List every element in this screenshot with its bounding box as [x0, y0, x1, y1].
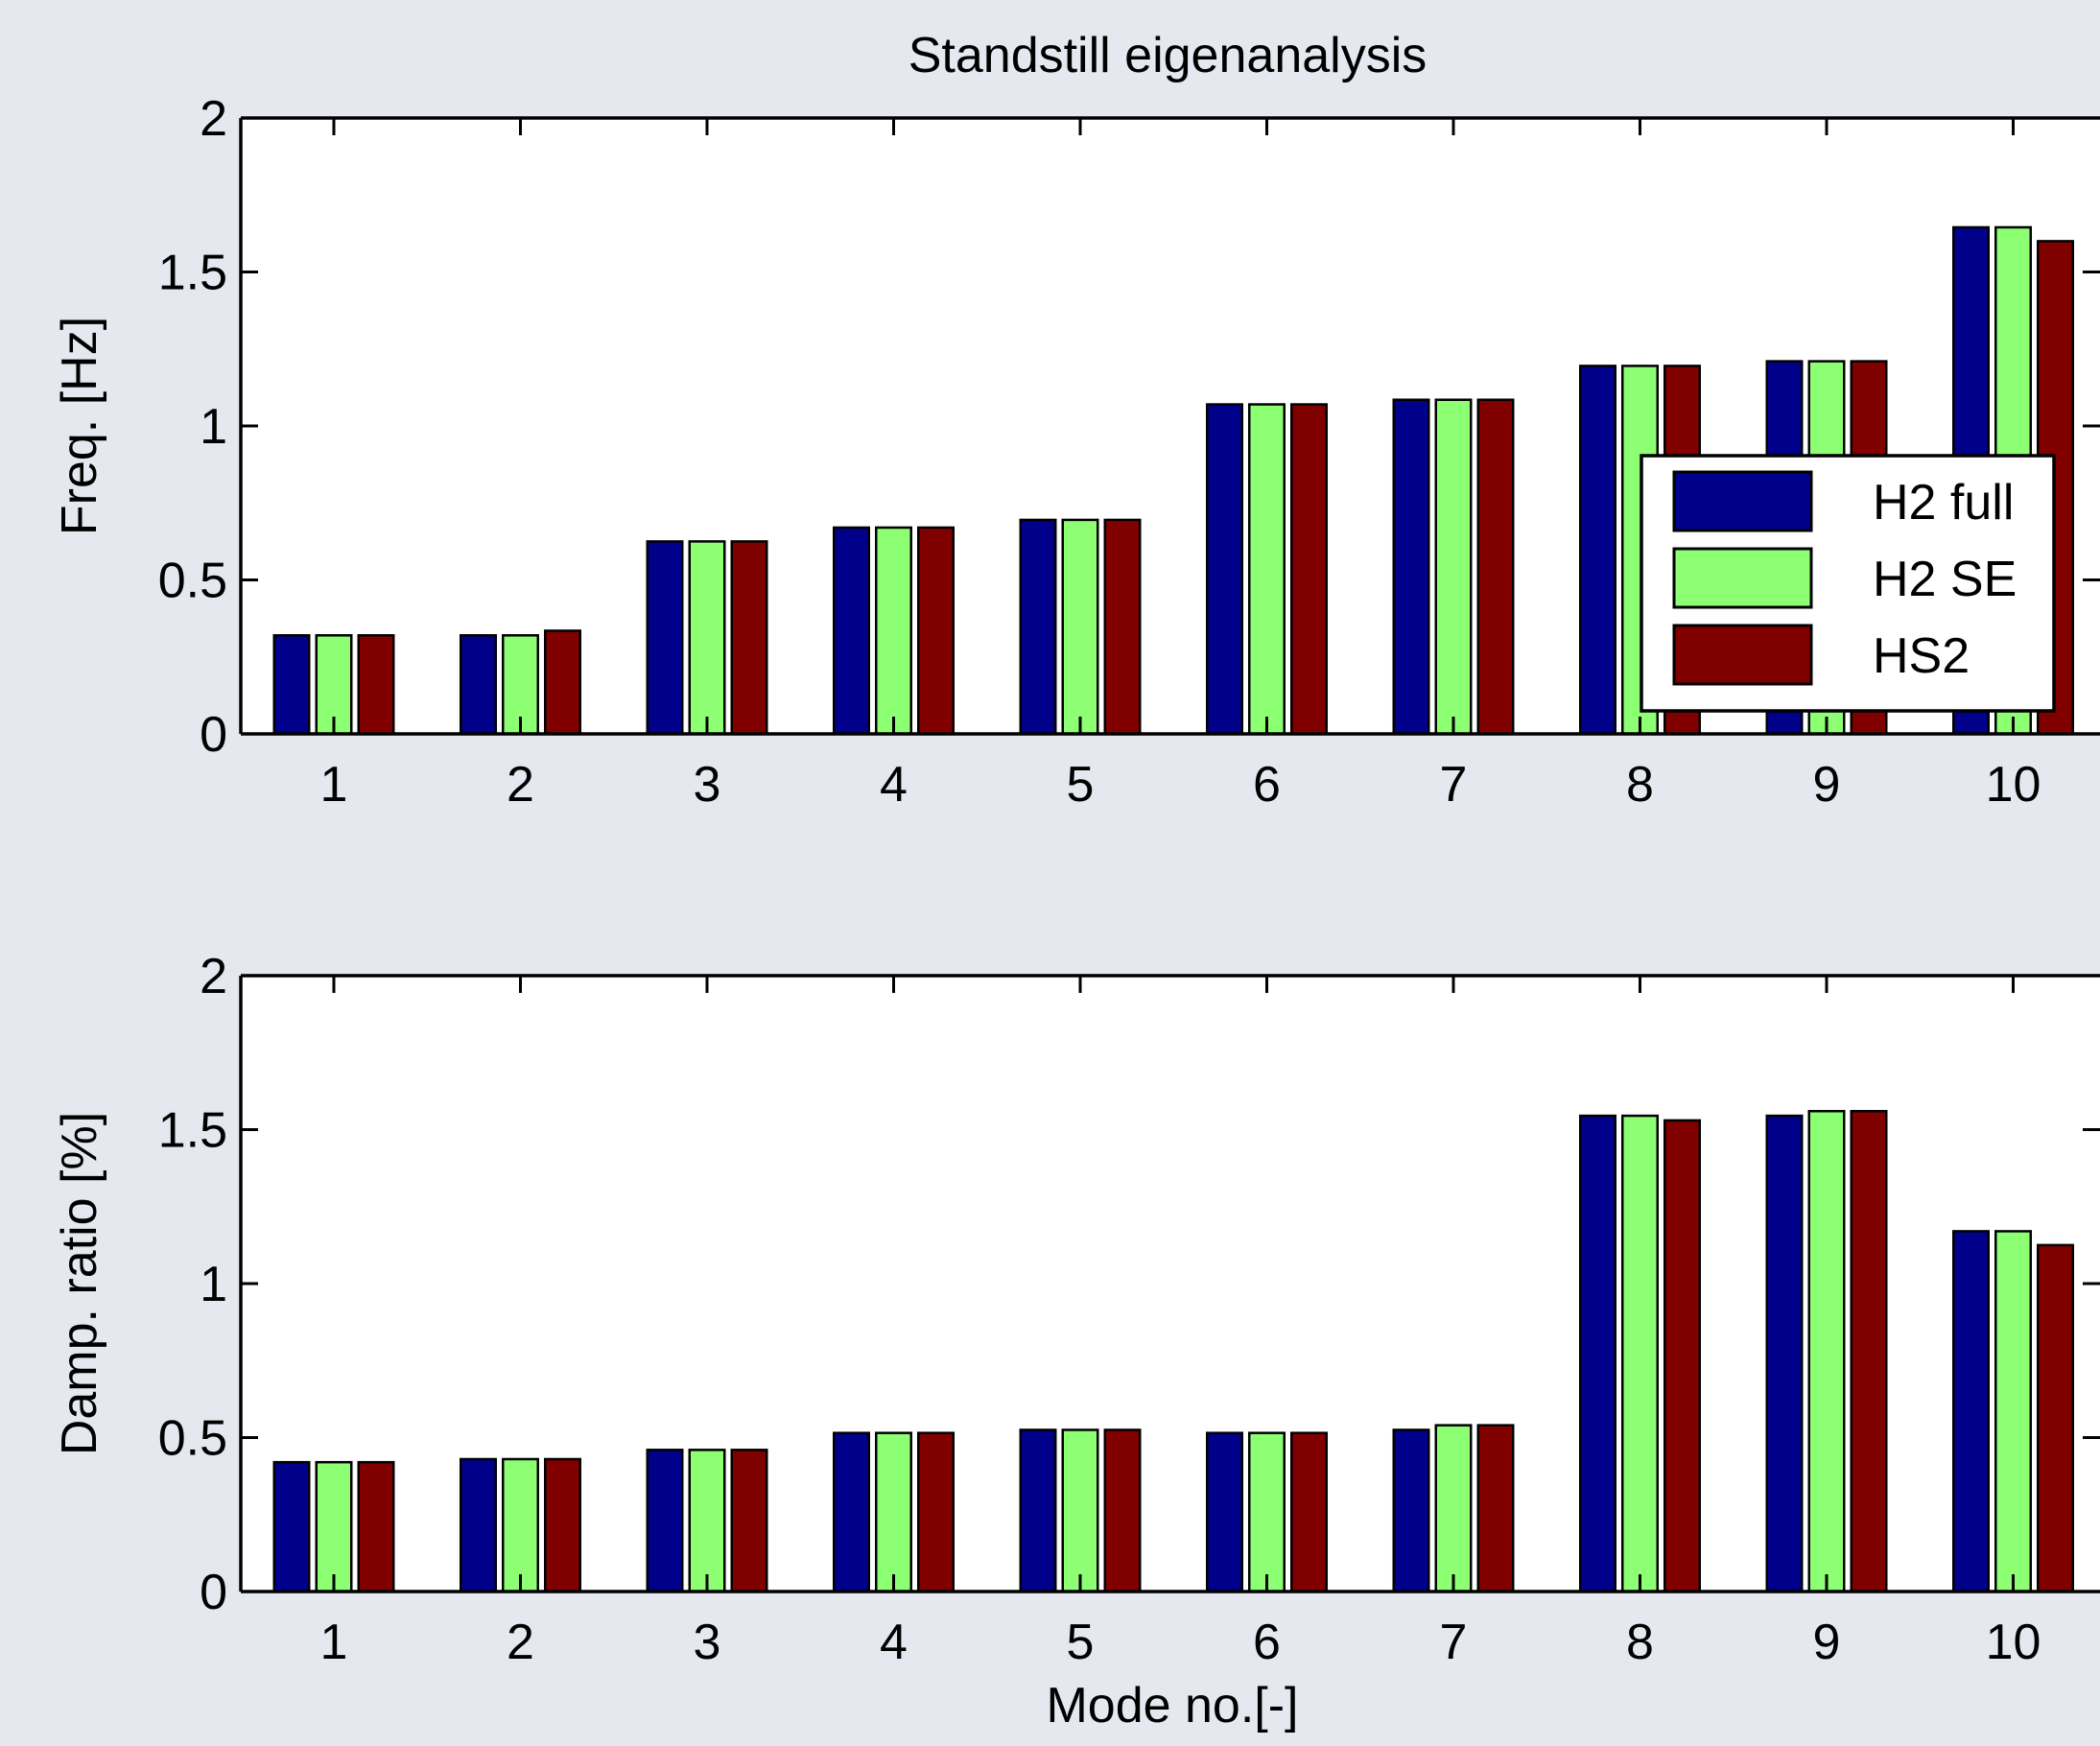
freq-ytick-label: 0: [200, 707, 227, 763]
damp-ytick-label: 0.5: [158, 1411, 227, 1467]
damp-bar-3-0: [646, 1449, 684, 1593]
freq-bar-5-2: [1103, 518, 1142, 736]
damp-bar-8-0: [1579, 1114, 1616, 1593]
damp-bar-1-0: [272, 1460, 311, 1593]
damp-ylabel: Damp. ratio [%]: [52, 1112, 107, 1455]
damp-bar-3-1: [688, 1449, 726, 1593]
damp-bar-9-2: [1850, 1109, 1888, 1593]
freq-bar-8-0: [1579, 365, 1616, 736]
freq-bar-5-1: [1061, 518, 1099, 736]
freq-bar-3-1: [688, 540, 726, 736]
damp-bar-10-1: [1994, 1230, 2032, 1593]
legend-swatch-0: [1672, 470, 1813, 532]
damp-bar-10-0: [1952, 1230, 1990, 1593]
damp-xtick-label: 8: [1626, 1615, 1654, 1670]
damp-bar-9-1: [1807, 1109, 1846, 1593]
legend: H2 full H2 SE HS2: [1640, 454, 2056, 713]
freq-bar-6-0: [1206, 403, 1243, 736]
freq-bar-7-2: [1476, 398, 1515, 736]
freq-bar-1-2: [357, 634, 395, 736]
freq-bar-3-0: [646, 540, 684, 736]
damp-ytick-label: 1.5: [158, 1103, 227, 1159]
legend-label-0: H2 full: [1873, 475, 2014, 531]
freq-subplot: 0 0.5 1 1.5 2 1 2 3 4 5 6 7 8 9 10 Freq. [Hz]: [52, 91, 2100, 813]
damp-bar-2-2: [544, 1457, 581, 1593]
damp-bar-1-2: [357, 1460, 395, 1593]
damp-bar-4-0: [833, 1431, 870, 1593]
legend-label-1: H2 SE: [1873, 552, 2017, 607]
damp-bar-6-0: [1206, 1431, 1243, 1593]
freq-bar-6-2: [1290, 403, 1328, 736]
legend-swatch-2: [1672, 624, 1813, 686]
damp-bar-2-0: [460, 1457, 497, 1593]
freq-bar-4-1: [875, 526, 912, 736]
damp-bar-7-2: [1476, 1424, 1515, 1593]
freq-xtick-label: 6: [1253, 757, 1281, 813]
damp-bar-10-2: [2037, 1243, 2074, 1593]
freq-xtick-label: 8: [1626, 757, 1654, 813]
freq-bar-2-0: [460, 634, 497, 736]
freq-xtick-label: 3: [694, 757, 721, 813]
damp-xtick-label: 2: [507, 1615, 534, 1670]
freq-ytick-label: 1.5: [158, 246, 227, 301]
damp-bar-4-2: [917, 1431, 955, 1593]
freq-bar-4-2: [917, 526, 955, 736]
damp-bar-6-1: [1248, 1431, 1286, 1593]
freq-bar-2-2: [544, 629, 581, 736]
damp-xtick-label: 6: [1253, 1615, 1281, 1670]
damp-bar-5-0: [1019, 1428, 1057, 1593]
damp-bar-6-2: [1290, 1431, 1328, 1593]
damp-bar-8-1: [1621, 1114, 1659, 1593]
freq-bar-6-1: [1248, 403, 1286, 736]
damp-bar-7-1: [1434, 1424, 1473, 1593]
freq-ytick-label: 2: [200, 91, 227, 147]
freq-bar-5-0: [1019, 518, 1057, 736]
legend-swatch-1: [1672, 547, 1813, 609]
damp-xtick-label: 4: [880, 1615, 908, 1670]
freq-ytick-label: 0.5: [158, 554, 227, 609]
damp-bar-7-0: [1392, 1428, 1430, 1593]
damp-bar-2-1: [502, 1457, 539, 1593]
freq-xtick-label: 4: [880, 757, 908, 813]
damp-bar-3-2: [730, 1449, 768, 1593]
damp-bar-9-0: [1765, 1114, 1804, 1593]
damp-xlabel: Mode no.[-]: [1046, 1678, 1298, 1734]
freq-xtick-label: 1: [320, 757, 348, 813]
freq-bar-4-0: [833, 526, 870, 736]
chart-title: Standstill eigenanalysis: [908, 28, 1428, 83]
damp-xtick-label: 10: [1986, 1615, 2041, 1670]
freq-xtick-label: 5: [1067, 757, 1095, 813]
freq-bar-1-0: [272, 634, 311, 736]
damp-xtick-label: 9: [1813, 1615, 1841, 1670]
damp-xtick-label: 3: [694, 1615, 721, 1670]
freq-bar-3-2: [730, 540, 768, 736]
legend-label-2: HS2: [1873, 628, 1970, 684]
damp-ytick-label: 2: [200, 949, 227, 1004]
damp-bar-1-1: [315, 1460, 353, 1593]
freq-xtick-label: 2: [507, 757, 534, 813]
damp-xtick-label: 1: [320, 1615, 348, 1670]
damp-ytick-label: 1: [200, 1257, 227, 1312]
freq-xtick-label: 9: [1813, 757, 1841, 813]
damp-bar-5-2: [1103, 1428, 1142, 1593]
damp-bar-5-1: [1061, 1428, 1099, 1593]
damp-xtick-label: 7: [1440, 1615, 1468, 1670]
freq-xtick-label: 10: [1986, 757, 2041, 813]
damp-ytick-label: 0: [200, 1565, 227, 1620]
damp-xtick-label: 5: [1067, 1615, 1095, 1670]
freq-bar-7-0: [1392, 398, 1430, 736]
freq-ytick-label: 1: [200, 399, 227, 455]
freq-ylabel: Freq. [Hz]: [52, 317, 107, 535]
freq-bar-7-1: [1434, 398, 1473, 736]
damp-bar-4-1: [875, 1431, 912, 1593]
damp-bar-8-2: [1663, 1119, 1701, 1593]
freq-xtick-label: 7: [1440, 757, 1468, 813]
damping-subplot: 0 0.5 1 1.5 2 1 2 3 4 5 6 7 8 9 10 Damp. ratio [%] Mode …: [52, 949, 2100, 1734]
